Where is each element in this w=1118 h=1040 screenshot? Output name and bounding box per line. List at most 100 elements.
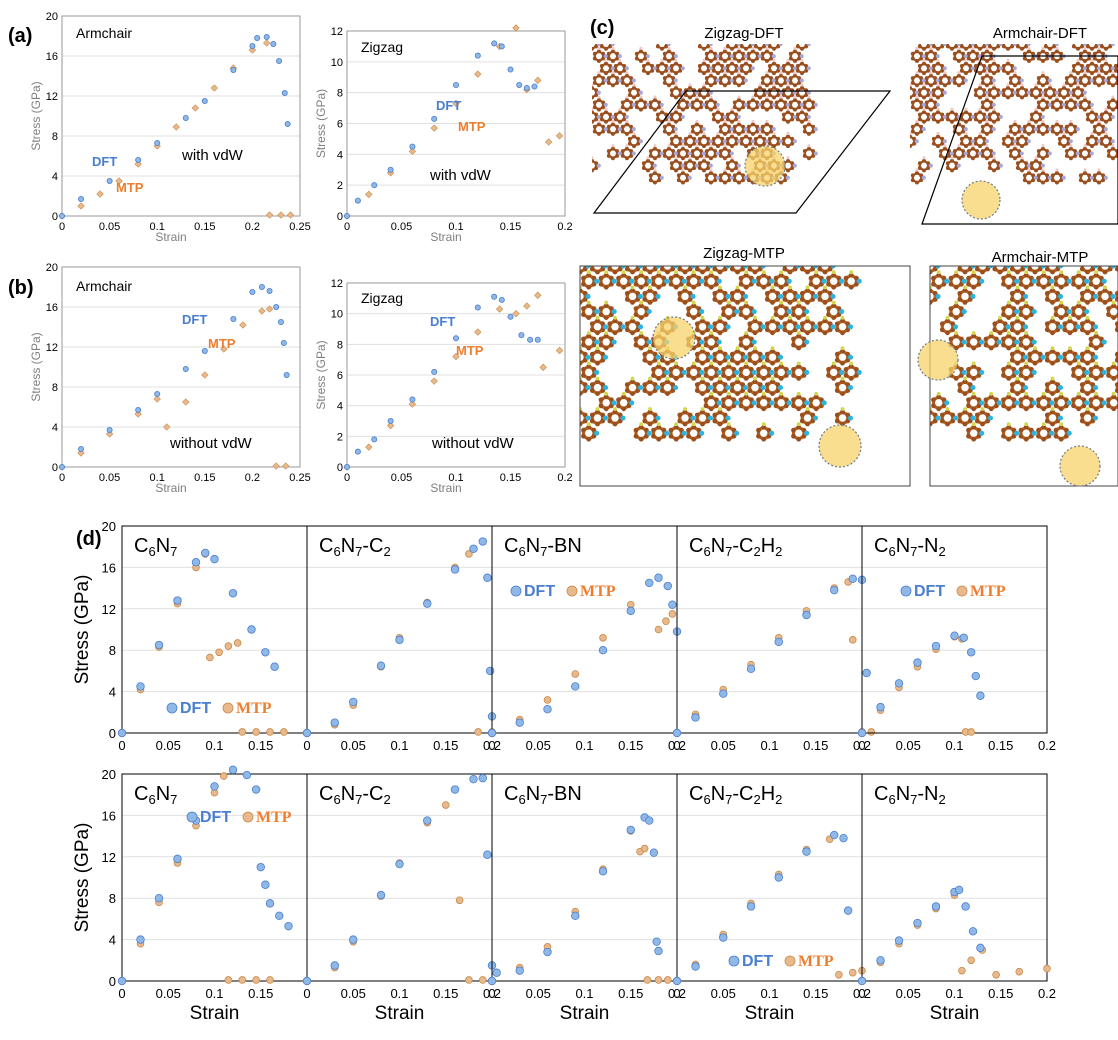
y-tick-label: 8 xyxy=(337,88,343,100)
atom xyxy=(1111,406,1117,412)
atom xyxy=(966,367,971,372)
y-tick-label: 16 xyxy=(46,51,58,63)
atom xyxy=(922,95,926,100)
atom xyxy=(931,275,936,281)
atom xyxy=(948,336,954,342)
atom xyxy=(1078,76,1083,81)
atom xyxy=(1010,63,1015,68)
atom xyxy=(764,388,770,393)
atom xyxy=(1006,345,1012,351)
atom xyxy=(1055,122,1059,127)
atom xyxy=(642,382,648,387)
atom xyxy=(665,269,670,275)
atom xyxy=(1090,131,1094,136)
atom xyxy=(620,100,625,105)
atom xyxy=(1094,136,1099,141)
atom xyxy=(603,406,609,412)
atom xyxy=(802,129,807,134)
atom xyxy=(826,275,831,281)
atom xyxy=(919,76,924,81)
atom xyxy=(648,258,653,263)
atom xyxy=(791,427,796,433)
atom xyxy=(1031,129,1036,134)
atom xyxy=(643,56,648,61)
atom xyxy=(1022,124,1027,129)
atom xyxy=(987,112,992,117)
atom xyxy=(1090,144,1094,149)
dft-point xyxy=(261,648,270,657)
atom xyxy=(630,330,635,336)
atom xyxy=(586,166,590,170)
atom xyxy=(755,124,760,129)
y-tick-label: 16 xyxy=(46,302,58,314)
atom xyxy=(647,269,653,275)
atom xyxy=(776,141,781,146)
atom xyxy=(671,153,676,158)
dft-point xyxy=(483,850,492,859)
structure-zigzag-mtp: Zigzag-MTP xyxy=(579,245,911,487)
atom xyxy=(1034,110,1038,115)
x-axis-label: Strain xyxy=(190,1003,240,1024)
atom xyxy=(595,379,600,384)
atom xyxy=(707,266,714,269)
atom xyxy=(1104,144,1108,149)
atom xyxy=(765,98,769,102)
atom xyxy=(660,46,664,51)
x-tick-label: 0.05 xyxy=(711,738,736,753)
atom xyxy=(668,367,674,372)
atom xyxy=(988,345,994,351)
atom xyxy=(961,76,966,81)
atom xyxy=(1057,354,1064,360)
atom xyxy=(806,255,810,259)
atom xyxy=(779,95,783,99)
chart-title: C6N7 xyxy=(134,783,177,807)
atom xyxy=(1101,124,1106,129)
atom xyxy=(804,309,810,315)
atom xyxy=(730,156,734,160)
x-tick-label: 0.1 xyxy=(448,472,463,484)
atom xyxy=(1073,124,1078,129)
atom xyxy=(982,141,987,146)
atom xyxy=(695,131,699,136)
atom xyxy=(611,119,615,123)
atom xyxy=(1097,171,1101,175)
atom xyxy=(942,90,947,95)
atom xyxy=(807,144,811,148)
mtp-point xyxy=(663,976,672,984)
atom xyxy=(760,56,765,61)
atom xyxy=(1047,151,1052,156)
atom xyxy=(586,361,591,366)
x-tick-label: 0.2 xyxy=(853,738,871,753)
atom xyxy=(1041,436,1047,442)
atom xyxy=(964,35,967,38)
atom xyxy=(702,144,706,149)
atom xyxy=(1041,144,1045,148)
atom xyxy=(1023,424,1029,430)
atom xyxy=(1076,95,1080,100)
atom xyxy=(642,388,648,393)
panel-labels-layer: (a)(b)(c)(d) xyxy=(8,17,614,550)
atom xyxy=(1104,134,1108,139)
atom xyxy=(949,78,954,83)
atom xyxy=(690,105,695,110)
x-tick-label: 0.15 xyxy=(988,738,1013,753)
atom xyxy=(709,107,713,112)
atom xyxy=(687,151,692,156)
atom xyxy=(996,112,1001,117)
atom xyxy=(849,361,854,366)
atom xyxy=(790,161,795,166)
x-tick-label: 0.2 xyxy=(483,986,501,1001)
atom xyxy=(716,119,720,124)
atom xyxy=(918,40,922,44)
atom xyxy=(989,331,994,335)
atom xyxy=(1078,178,1083,183)
atom xyxy=(692,93,697,97)
atom xyxy=(632,131,636,136)
atom xyxy=(1006,436,1012,442)
atom xyxy=(1085,112,1090,117)
atom xyxy=(1055,131,1059,136)
atom xyxy=(802,149,807,153)
atom xyxy=(1053,397,1059,403)
atom xyxy=(1111,315,1117,320)
atom xyxy=(834,351,840,357)
